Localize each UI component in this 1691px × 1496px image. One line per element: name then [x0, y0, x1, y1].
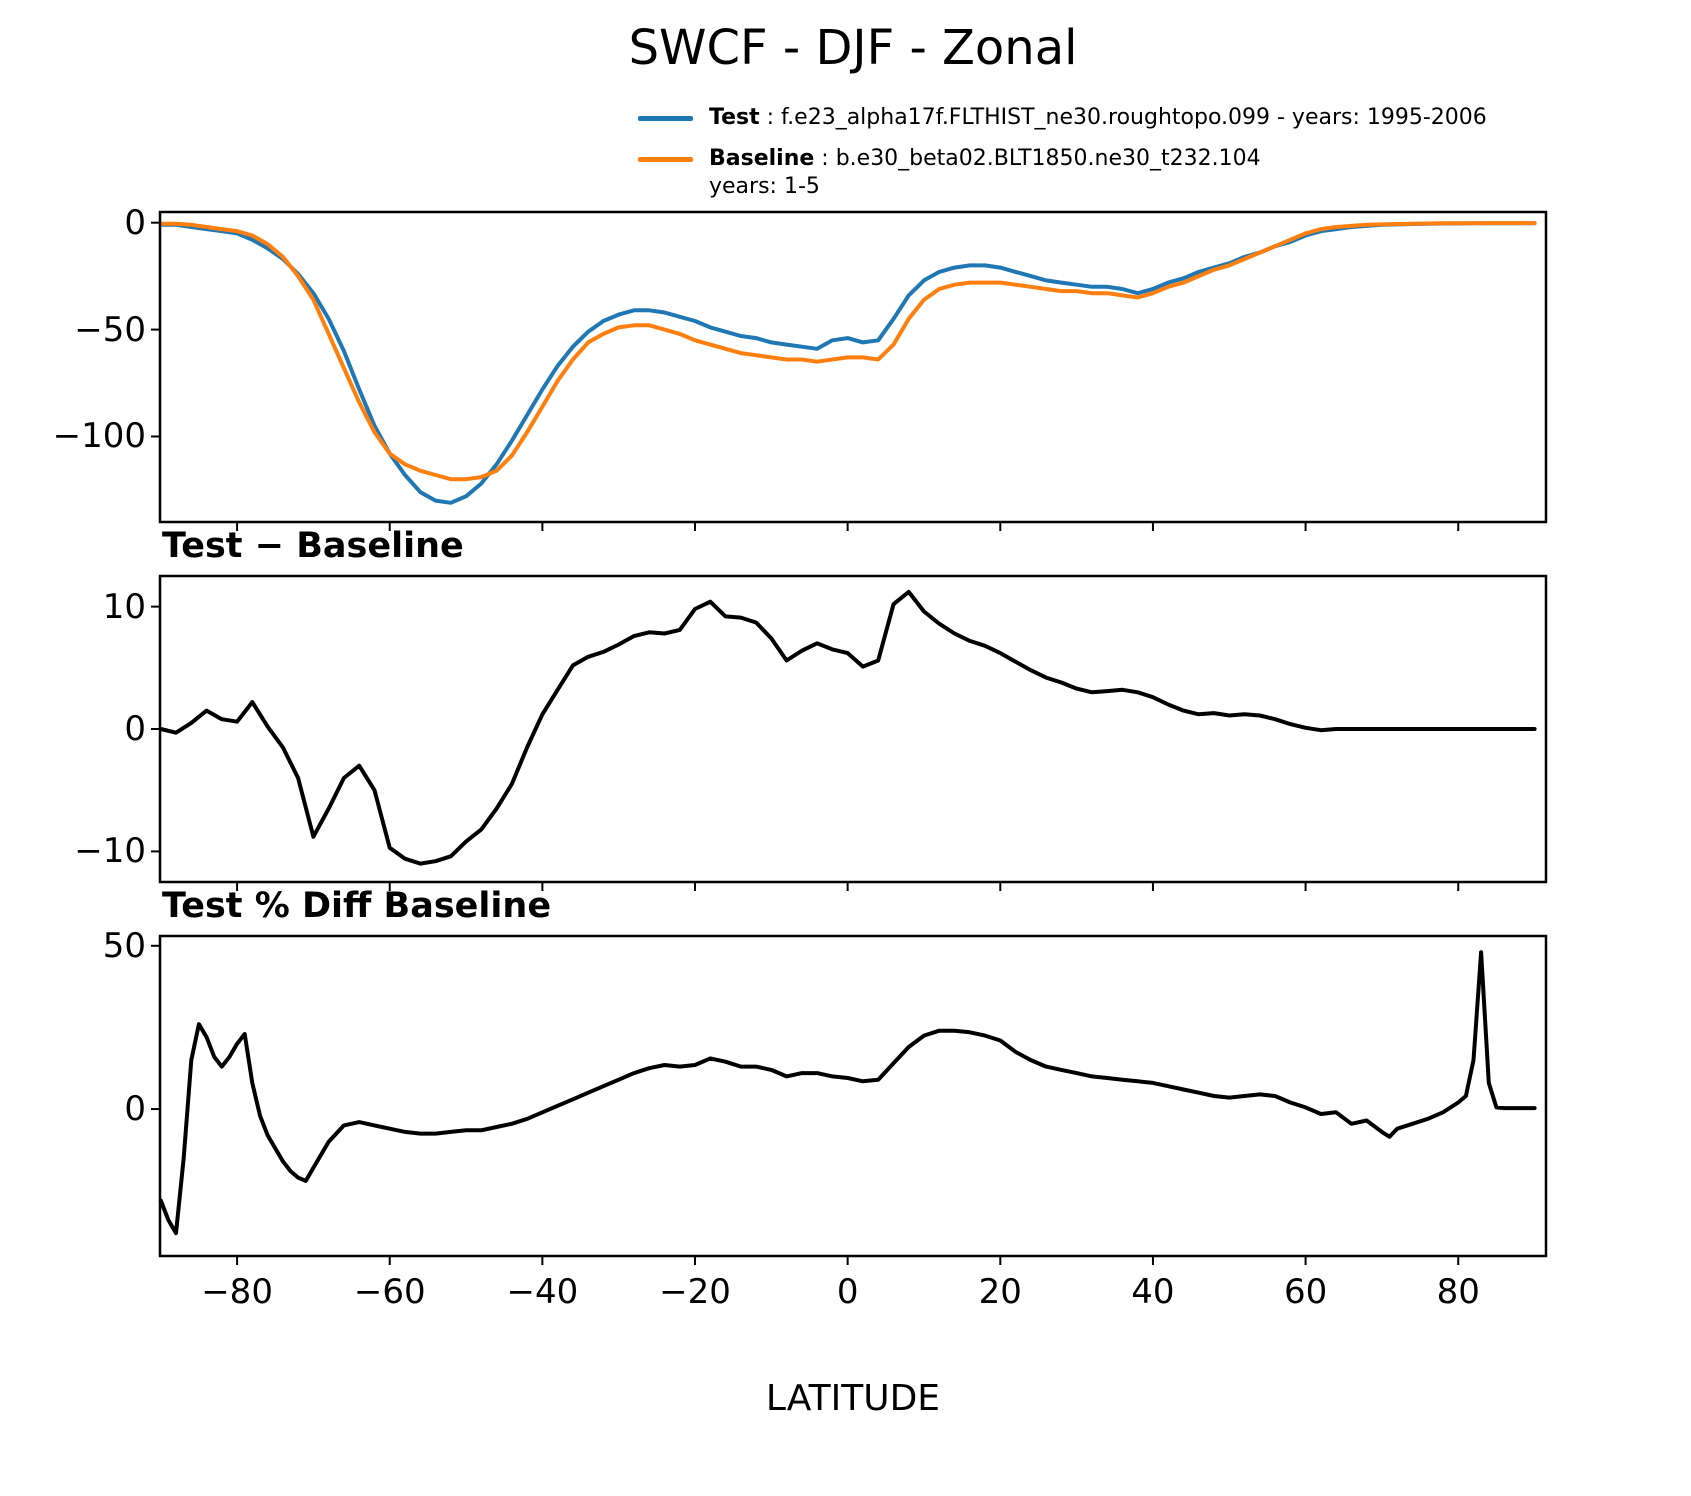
legend-item-test: Test : f.e23_alpha17f.FLTHIST_ne30.rough…: [638, 104, 1487, 132]
legend-baseline-desc: : b.e30_beta02.BLT1850.ne30_t232.104: [814, 146, 1261, 171]
zonal-mean-plot: [151, 210, 1548, 531]
test-line: [158, 221, 1537, 505]
page-title: SWCF - DJF - Zonal: [628, 20, 1078, 76]
y-tick-label: −100: [52, 416, 146, 457]
x-tick-label: −40: [506, 1272, 579, 1312]
axes-frame: [158, 934, 1548, 1258]
x-axis-label: LATITUDE: [765, 1378, 941, 1419]
legend-baseline-years: years: 1-5: [709, 174, 820, 199]
x-tick-label: 20: [978, 1272, 1022, 1312]
legend-test-text: Test : f.e23_alpha17f.FLTHIST_ne30.rough…: [709, 104, 1487, 132]
x-tick-label: 80: [1436, 1272, 1480, 1312]
subplot-title-percent-difference: Test % Diff Baseline: [162, 886, 552, 926]
y-tick-label: 0: [124, 202, 146, 243]
test-minus-baseline-line: [158, 589, 1537, 866]
legend-item-baseline: Baseline : b.e30_beta02.BLT1850.ne30_t23…: [638, 145, 1487, 173]
difference-plot: [151, 574, 1548, 891]
test-pct-diff-baseline-line: [158, 950, 1537, 1236]
x-tick-label: 60: [1283, 1272, 1328, 1312]
axes-frame: [158, 210, 1548, 524]
legend-baseline-label: Baseline: [709, 146, 815, 171]
y-tick-label: −10: [74, 831, 146, 872]
x-tick-label: −60: [353, 1272, 426, 1312]
panel-percent-difference: −80 −60 −40 −20 0 20 40 60 80 50 0: [103, 926, 1548, 1312]
percent-difference-plot: [151, 934, 1548, 1265]
y-tick-label: 10: [102, 586, 146, 627]
x-tick-label: 0: [836, 1272, 859, 1312]
y-tick-label: −50: [74, 309, 146, 350]
legend-test-label: Test: [709, 105, 760, 130]
y-tick-label: 50: [102, 925, 146, 966]
panel-difference: 10 0 −10: [74, 574, 1548, 891]
legend-baseline-text: Baseline : b.e30_beta02.BLT1850.ne30_t23…: [709, 145, 1261, 173]
legend-test-swatch: [638, 115, 693, 121]
x-tick-label: −80: [201, 1272, 273, 1312]
axes-frame: [158, 574, 1548, 884]
legend-test-desc: : f.e23_alpha17f.FLTHIST_ne30.roughtopo.…: [759, 105, 1487, 130]
legend: Test : f.e23_alpha17f.FLTHIST_ne30.rough…: [638, 104, 1487, 201]
legend-baseline-swatch: [638, 156, 693, 162]
legend-item-baseline-years: years: 1-5: [638, 173, 1487, 201]
x-tick-label: −20: [659, 1272, 731, 1312]
panel-zonal-mean: 0 −50 −100: [53, 203, 1548, 531]
subplot-title-difference: Test − Baseline: [162, 526, 464, 566]
y-tick-label: 0: [124, 709, 146, 749]
y-tick-label: 0: [124, 1089, 146, 1130]
x-tick-label: 40: [1131, 1272, 1175, 1312]
baseline-line: [158, 221, 1537, 482]
